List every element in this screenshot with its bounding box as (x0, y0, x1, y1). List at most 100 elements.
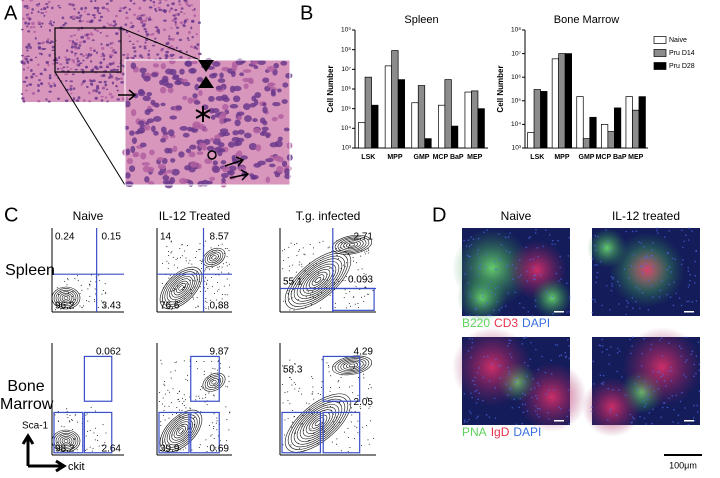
gate-percentage: 0.093 (348, 275, 373, 286)
nucleus (156, 30, 160, 33)
event (312, 296, 314, 298)
nucleus (467, 282, 470, 284)
event (302, 415, 304, 417)
event (320, 307, 322, 309)
event (352, 392, 354, 394)
event (212, 422, 214, 424)
nucleus (95, 89, 99, 93)
nucleus (26, 55, 30, 58)
nucleus (252, 118, 258, 123)
nucleus (26, 7, 29, 10)
nucleus (678, 345, 681, 347)
event (191, 449, 193, 451)
event (86, 300, 88, 302)
legend-swatch (653, 36, 667, 44)
event (188, 283, 190, 285)
nucleus (558, 355, 561, 357)
nucleus (634, 300, 637, 303)
nucleus (97, 91, 101, 95)
event (289, 403, 291, 405)
nucleus (465, 314, 468, 317)
nucleus (565, 355, 568, 358)
y-tick-label: 10³ (342, 145, 352, 152)
nucleus (471, 379, 474, 382)
contour (202, 372, 226, 392)
contour (346, 362, 358, 369)
nucleus (508, 342, 511, 345)
nucleus (599, 260, 602, 263)
event (346, 262, 348, 264)
event (367, 252, 369, 254)
nucleus (82, 99, 86, 102)
contour (308, 271, 328, 289)
nucleus (505, 250, 508, 252)
event (97, 440, 99, 442)
nucleus (680, 355, 683, 358)
nucleus (24, 76, 29, 80)
nucleus (114, 22, 117, 26)
event (204, 396, 206, 398)
event (226, 294, 228, 296)
event (105, 291, 107, 293)
nucleus (643, 257, 646, 259)
event (66, 284, 68, 286)
nucleus (685, 376, 687, 378)
nucleus (491, 362, 494, 365)
nucleus (37, 10, 40, 14)
nucleus (694, 260, 696, 263)
event (312, 386, 314, 388)
event (73, 439, 75, 441)
nucleus (149, 0, 153, 2)
event (173, 264, 175, 266)
nucleus (69, 80, 74, 83)
nucleus (494, 287, 497, 290)
nucleus (209, 176, 216, 181)
nucleus (94, 96, 98, 100)
event (287, 418, 289, 420)
nucleus (169, 45, 174, 48)
nucleus (243, 83, 249, 89)
nucleus (500, 243, 503, 246)
event (211, 286, 213, 288)
nucleus (57, 4, 60, 7)
nucleus (133, 54, 137, 58)
event (225, 406, 227, 408)
event (370, 420, 372, 422)
scale-mark (554, 420, 564, 422)
nucleus (656, 380, 658, 383)
nucleus (698, 390, 701, 392)
nucleus (129, 0, 133, 2)
nucleus (140, 152, 147, 160)
gate-percentage: 0.69 (210, 444, 230, 455)
nucleus (63, 56, 68, 59)
contour (311, 274, 325, 286)
nucleus (544, 371, 547, 374)
event (168, 251, 170, 253)
nucleus (594, 234, 597, 237)
nucleus (477, 249, 480, 251)
nucleus (624, 394, 627, 397)
nucleus (192, 93, 198, 99)
nucleus (65, 49, 69, 53)
event (228, 375, 230, 377)
event (369, 383, 371, 385)
nucleus (505, 265, 508, 268)
event (305, 296, 307, 298)
nucleus (497, 286, 500, 289)
nucleus (92, 90, 95, 93)
nucleus (567, 339, 569, 341)
event (348, 386, 350, 388)
nucleus (27, 6, 31, 9)
nucleus (650, 255, 652, 257)
nucleus (612, 278, 614, 280)
nucleus (91, 13, 96, 17)
nucleus (146, 108, 154, 113)
event (363, 364, 365, 366)
event (357, 420, 359, 422)
nucleus (284, 173, 292, 180)
nucleus (521, 343, 524, 345)
event (85, 449, 87, 451)
event (227, 386, 229, 388)
event (291, 421, 293, 423)
event (74, 414, 76, 416)
